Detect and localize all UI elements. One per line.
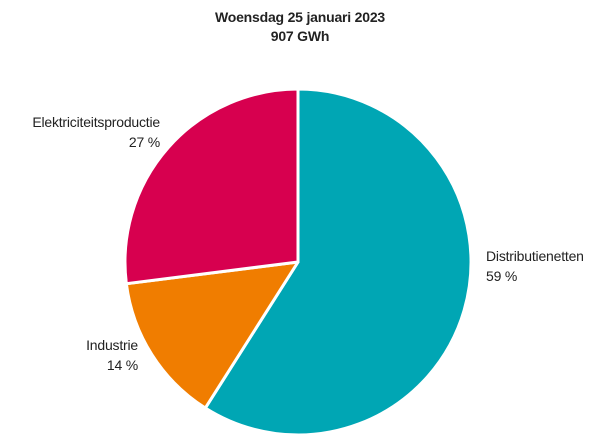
label-elektriciteitsproductie: Elektriciteitsproductie 27 %	[32, 112, 160, 152]
label-industrie-value: 14 %	[106, 357, 138, 373]
chart-title: Woensdag 25 januari 2023	[214, 9, 385, 25]
label-industrie: Industrie 14 %	[86, 335, 138, 375]
label-elektriciteitsproductie-value: 27 %	[128, 134, 160, 150]
chart-subtitle: 907 GWh	[270, 28, 330, 44]
pie-slice-distributienetten	[203, 87, 473, 436]
pie-slice-elektriciteitsproductie	[123, 87, 300, 286]
pie-slices	[123, 87, 473, 436]
chart-title-block: Woensdag 25 januari 2023 907 GWh	[0, 8, 600, 46]
label-industrie-name: Industrie	[86, 337, 138, 353]
label-distributienetten: Distributienetten 59 %	[486, 246, 584, 286]
pie-slice-industrie	[124, 260, 300, 410]
label-distributienetten-name: Distributienetten	[486, 248, 584, 264]
label-distributienetten-value: 59 %	[486, 268, 518, 284]
label-elektriciteitsproductie-name: Elektriciteitsproductie	[32, 114, 160, 130]
